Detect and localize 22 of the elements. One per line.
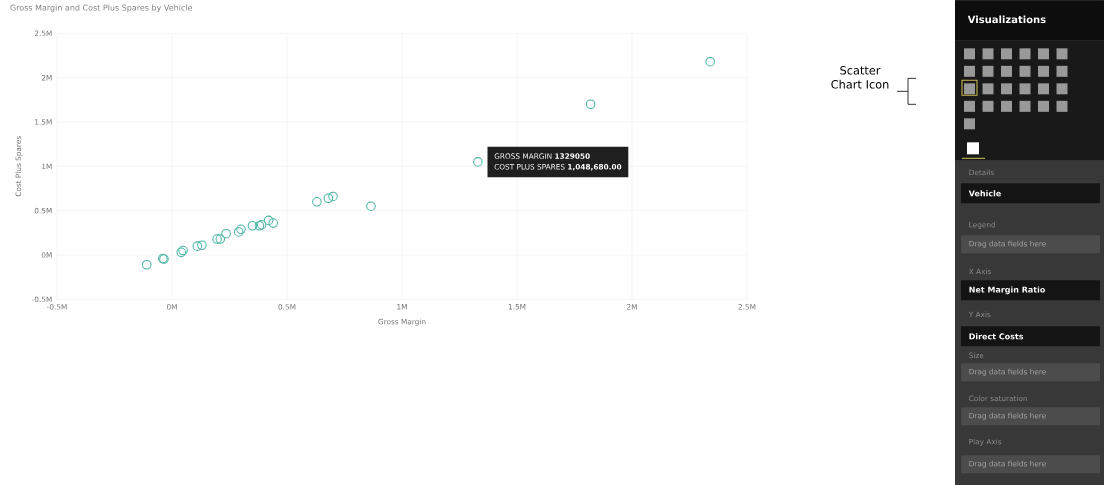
point (221, 228, 231, 239)
point (247, 220, 258, 231)
point (312, 196, 322, 207)
point (366, 201, 376, 211)
point (473, 156, 483, 167)
chart-title: Gross Margin and Cost Plus Spares by Vehicle (10, 4, 193, 13)
point (585, 99, 596, 109)
point (268, 218, 279, 228)
text: Direct Costs (969, 333, 1024, 340)
point (705, 56, 716, 67)
text: Vehicle (968, 190, 1001, 197)
point (263, 215, 274, 226)
point (323, 193, 334, 203)
text: Scatter Chart Icon (831, 65, 889, 89)
text: Net Margin Ratio (969, 286, 1045, 295)
point (212, 234, 222, 244)
point (192, 241, 203, 251)
point (328, 191, 338, 202)
point (141, 259, 152, 270)
point (215, 234, 226, 244)
point (197, 240, 207, 250)
text: Visualizations (967, 15, 1046, 24)
